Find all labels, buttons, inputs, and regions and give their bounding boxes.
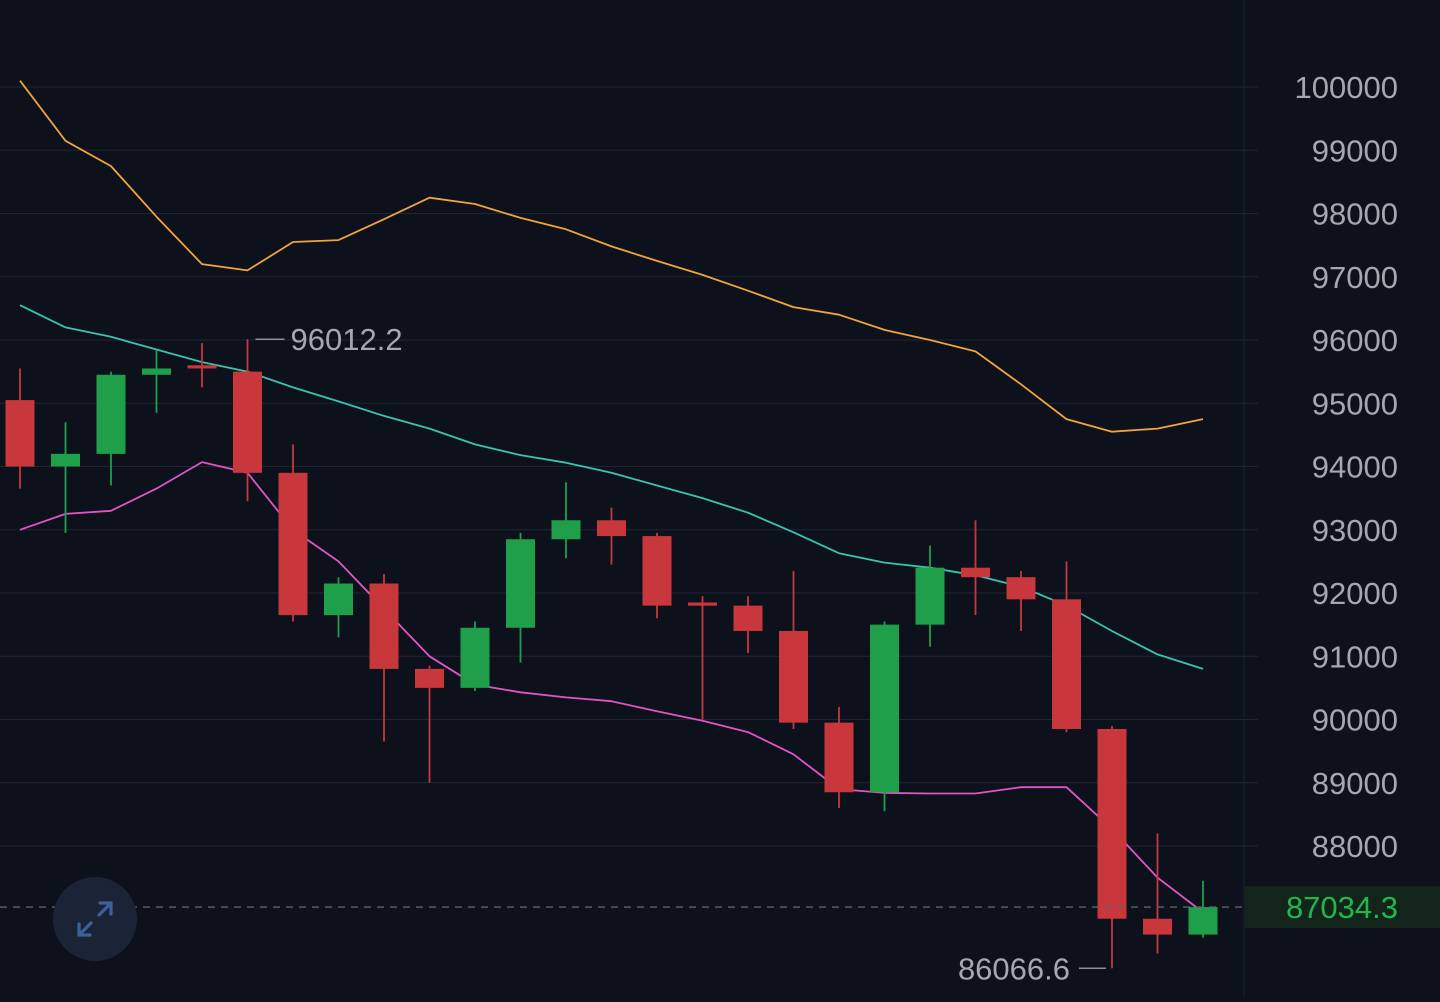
y-tick-label: 90000	[1312, 703, 1398, 738]
current-price-tag: 87034.3	[1245, 886, 1440, 929]
candle-body	[688, 602, 717, 606]
candle-body	[506, 539, 535, 628]
candle-body	[824, 722, 854, 793]
candle-body	[1188, 907, 1218, 935]
candle-body	[642, 536, 672, 606]
candle-layer	[5, 339, 1218, 969]
moving-average-line-1	[19, 80, 1204, 433]
candle-body	[870, 624, 899, 793]
candle	[5, 368, 35, 489]
moving-average-line-2	[19, 304, 1204, 670]
candle	[51, 422, 80, 533]
candle	[779, 570, 808, 729]
candle	[415, 665, 444, 783]
candle-body	[415, 668, 444, 688]
candle-body	[915, 567, 945, 625]
moving-average-line-3	[19, 461, 1204, 914]
y-tick-label: 97000	[1312, 260, 1398, 295]
y-tick-label: 99000	[1312, 133, 1398, 168]
candle	[642, 532, 672, 619]
high-price-marker: 96012.2	[255, 322, 403, 357]
candle	[733, 596, 763, 654]
moving-average-layer	[19, 80, 1204, 914]
candle	[824, 706, 854, 809]
candle-body	[1006, 577, 1036, 600]
candle	[324, 577, 353, 638]
current-price-label: 87034.3	[1286, 890, 1398, 925]
candle-body	[733, 605, 763, 631]
y-tick-label: 88000	[1312, 829, 1398, 864]
candle-body	[5, 400, 35, 467]
candle	[915, 545, 945, 647]
y-tick-label: 98000	[1312, 197, 1398, 232]
candle-body	[142, 368, 171, 375]
candle	[506, 532, 535, 663]
candle	[369, 574, 399, 742]
y-tick-label: 93000	[1312, 513, 1398, 548]
candle-body	[597, 520, 626, 537]
candle	[278, 444, 308, 622]
candle	[1006, 570, 1036, 631]
candle-body	[460, 627, 490, 688]
candle-body	[278, 472, 308, 616]
candle	[870, 621, 899, 812]
low-price-marker: 86066.6	[958, 951, 1106, 986]
y-tick-label: 94000	[1312, 450, 1398, 485]
candle	[96, 371, 126, 486]
candle-body	[96, 374, 126, 454]
candle-body	[1052, 599, 1081, 729]
candle-body	[1097, 728, 1127, 919]
candle	[1188, 880, 1218, 938]
y-tick-label: 95000	[1312, 386, 1398, 421]
price-axis: 100000 99000 98000 97000 96000 95000 94000 9300…	[1295, 70, 1398, 864]
y-tick-label: 89000	[1312, 766, 1398, 801]
candle	[1097, 725, 1127, 969]
expand-arrows-icon	[77, 901, 113, 937]
candle-body	[1143, 918, 1172, 935]
grid-layer	[0, 86, 1258, 847]
candle-body	[369, 583, 399, 669]
candle-body	[779, 630, 808, 723]
current-price-background	[1245, 886, 1440, 929]
candle	[551, 482, 581, 559]
candle	[1143, 833, 1172, 954]
candle-body	[551, 520, 581, 540]
candle	[597, 507, 626, 565]
candle	[460, 621, 490, 692]
candle-body	[233, 371, 262, 473]
candle-body	[961, 567, 990, 578]
candle	[187, 343, 217, 388]
y-tick-label: 96000	[1312, 323, 1398, 358]
candle-body	[324, 583, 353, 616]
candle-body	[51, 453, 80, 467]
y-tick-label: 91000	[1312, 639, 1398, 674]
candle	[233, 339, 262, 502]
candle	[688, 596, 717, 720]
candle	[1052, 561, 1081, 733]
low-marker-label: 86066.6	[958, 951, 1070, 986]
y-tick-label: 92000	[1312, 576, 1398, 611]
high-marker-label: 96012.2	[291, 322, 403, 357]
expand-button[interactable]	[53, 877, 137, 961]
y-tick-label: 100000	[1295, 70, 1398, 105]
candle	[961, 520, 990, 616]
candle-body	[187, 365, 217, 369]
candle	[142, 349, 171, 413]
